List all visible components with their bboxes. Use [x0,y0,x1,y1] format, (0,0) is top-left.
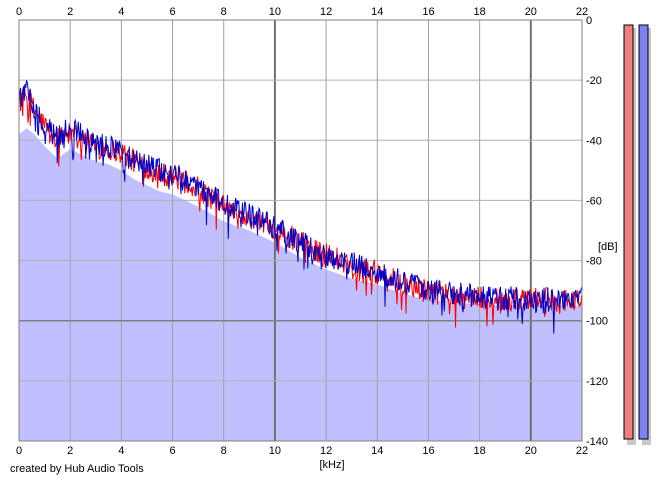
spectrum-trace-1 [18,80,582,334]
spectrum-fill-area [19,128,582,441]
y-axis-label: [dB] [598,241,618,253]
x-tick-label-top: 14 [371,6,383,18]
level-meters [623,24,651,445]
series-layer [18,80,582,334]
x-tick-label-bottom: 8 [221,445,227,457]
meter-bar-1 [638,24,649,440]
y-tick-label: -40 [586,135,602,147]
x-tick-label-top: 22 [576,6,588,18]
x-tick-label-bottom: 6 [169,445,175,457]
x-tick-label-top: 8 [221,6,227,18]
x-tick-label-top: 10 [269,6,281,18]
x-tick-label-top: 6 [169,6,175,18]
x-tick-label-top: 12 [320,6,332,18]
plot-frame [18,19,583,442]
x-tick-label-top: 18 [474,6,486,18]
x-tick-label-bottom: 12 [320,445,332,457]
x-tick-label-top: 16 [422,6,434,18]
x-tick-label-bottom: 18 [474,445,486,457]
x-tick-label-top: 0 [16,6,22,18]
y-tick-label: -20 [586,75,602,87]
y-tick-label: -120 [586,376,608,388]
y-tick-label: 0 [586,15,592,27]
y-tick-label: -60 [586,195,602,207]
x-ticks-top: 0 2 4 6 8 10 12 14 16 18 20 22 [16,6,588,18]
x-axis-label: [kHz] [319,459,344,471]
x-tick-label-bottom: 20 [525,445,537,457]
credit-text: created by Hub Audio Tools [10,463,144,475]
x-tick-label-top: 2 [67,6,73,18]
x-tick-label-bottom: 10 [269,445,281,457]
x-tick-label-top: 4 [118,6,124,18]
x-tick-label-bottom: 14 [371,445,383,457]
y-tick-label: -80 [586,256,602,268]
x-tick-label-bottom: 2 [67,445,73,457]
meter-bar-0 [623,24,634,440]
y-tick-label: -140 [586,436,608,448]
y-tick-label: -100 [586,316,608,328]
x-tick-label-top: 20 [525,6,537,18]
spectrum-fill-layer [19,128,582,441]
x-tick-label-bottom: 0 [16,445,22,457]
x-tick-label-bottom: 16 [422,445,434,457]
x-ticks-bottom: 0 2 4 6 8 10 12 14 16 18 20 22 [16,445,588,457]
x-tick-label-bottom: 22 [576,445,588,457]
y-ticks: 0 -20 -40 -60 -80 -100 -120 -140 [586,15,608,448]
x-tick-label-bottom: 4 [118,445,124,457]
